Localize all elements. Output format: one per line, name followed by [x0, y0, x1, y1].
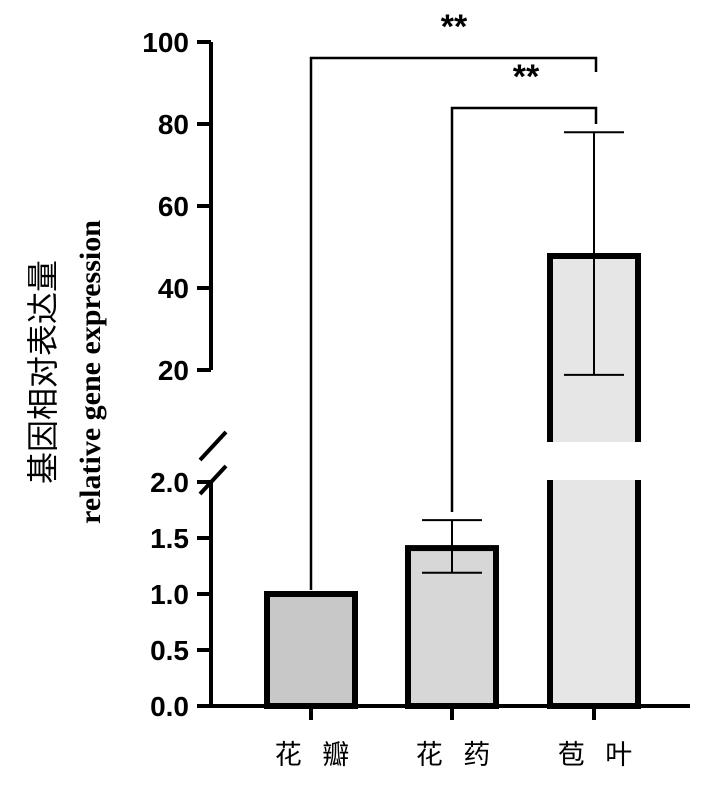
y-tick-label: 1.5	[150, 523, 189, 554]
y-tick-label: 60	[158, 191, 189, 222]
bar-lower-segment	[550, 480, 638, 706]
significance-bracket	[309, 56, 598, 590]
x-tick-label: 花 药	[416, 740, 497, 771]
significance-label: **	[513, 58, 540, 96]
significance-bracket	[450, 106, 598, 512]
y-tick-label: 20	[158, 355, 189, 386]
y-tick-label: 40	[158, 273, 189, 304]
bar	[264, 591, 358, 709]
x-tick-label: 苞 叶	[558, 740, 639, 771]
y-tick-label: 80	[158, 109, 189, 140]
y-tick-label: 0.5	[150, 635, 189, 666]
y-tick-label: 1.0	[150, 579, 189, 610]
y-tick-label: 2.0	[150, 467, 189, 498]
y-axis-title: 基因相对表达量 relative gene expression	[24, 220, 107, 524]
y-tick-label: 0.0	[150, 691, 189, 722]
axis-break-mark	[198, 464, 228, 496]
significance-label: **	[441, 8, 468, 46]
axis-break-mark	[198, 430, 228, 462]
y-tick-label: 100	[142, 27, 189, 58]
plot-area: 0.0 0.5 1.0 1.5 2.0 20 40 60 80 100 花 瓣 花 药 苞 叶 ** **	[142, 8, 690, 771]
y-axis-title-chinese: 基因相对表达量	[24, 260, 62, 484]
y-axis-title-english: relative gene expression	[74, 220, 107, 524]
x-tick-label: 花 瓣	[275, 740, 356, 771]
